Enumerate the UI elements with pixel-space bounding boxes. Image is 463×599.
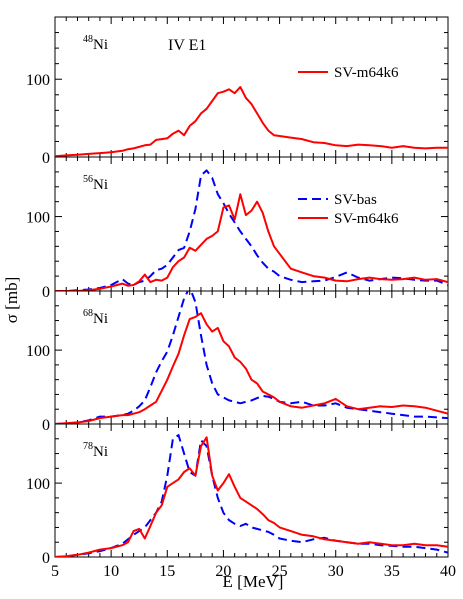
nucleus-label: 78Ni — [83, 441, 108, 460]
y-tick-label: 100 — [26, 476, 50, 493]
chart-panel: 0 100 78Ni — [26, 423, 449, 567]
series-group — [55, 86, 448, 157]
sv-bas-line — [55, 291, 448, 424]
y-tick-label: 100 — [26, 343, 50, 360]
series-group — [55, 434, 448, 557]
nucleus-label: 68Ni — [83, 308, 108, 327]
sv-m64k6-line — [55, 436, 448, 557]
sv-m64k6-line — [55, 312, 448, 424]
series-group — [55, 291, 448, 424]
y-tick-label: 0 — [42, 284, 50, 301]
x-tick-label: 15 — [159, 563, 175, 580]
nucleus-label: 48Ni — [83, 34, 108, 53]
chart-panel: 0 100 68Ni — [26, 290, 449, 434]
panel-label: IV E1 — [168, 37, 206, 54]
element-symbol: Ni — [93, 311, 108, 327]
element-symbol: Ni — [93, 444, 108, 460]
mass-number: 78 — [83, 441, 93, 452]
series-group — [55, 169, 448, 291]
x-tick-label: 25 — [272, 563, 288, 580]
y-tick-label: 0 — [42, 550, 50, 567]
y-tick-label: 0 — [42, 150, 50, 167]
mass-number: 56 — [83, 174, 93, 185]
x-tick-label: 5 — [51, 563, 59, 580]
x-tick-label: 30 — [328, 563, 344, 580]
chart-panel: 0 100 48Ni IV E1 SV-m64k6 — [26, 16, 449, 167]
mass-number: 68 — [83, 308, 93, 319]
x-tick-label: 35 — [384, 563, 400, 580]
sv-m64k6-line — [55, 193, 448, 291]
legend-entry: SV-bas — [334, 192, 377, 208]
legend-entry: SV-m64k6 — [334, 211, 399, 227]
x-axis-label: E [MeV] — [223, 572, 284, 591]
plot-frame — [54, 423, 449, 558]
y-tick-label: 0 — [42, 417, 50, 434]
y-tick-label: 100 — [26, 72, 50, 89]
x-tick-label: 40 — [440, 563, 456, 580]
x-tick-label: 10 — [103, 563, 119, 580]
x-axis: 5 10 15 20 25 30 35 40 — [51, 563, 456, 580]
sv-bas-line — [55, 434, 448, 557]
element-symbol: Ni — [93, 37, 108, 53]
nucleus-label: 56Ni — [83, 174, 108, 193]
x-tick-label: 20 — [215, 563, 231, 580]
plot-frame — [54, 290, 449, 425]
element-symbol: Ni — [93, 177, 108, 193]
legend: SV-bas SV-m64k6 — [298, 192, 399, 227]
mass-number: 48 — [83, 34, 93, 45]
y-tick-label: 100 — [26, 210, 50, 227]
chart-panel: 0 100 56Ni SV-bas SV-m64k6 — [26, 156, 449, 301]
sv-bas-line — [55, 169, 448, 291]
plot-frame — [54, 16, 449, 158]
legend: SV-m64k6 — [298, 65, 399, 81]
legend-entry: SV-m64k6 — [334, 65, 399, 81]
y-axis-label: σ [mb] — [2, 277, 21, 323]
sv-m64k6-line — [55, 86, 448, 157]
